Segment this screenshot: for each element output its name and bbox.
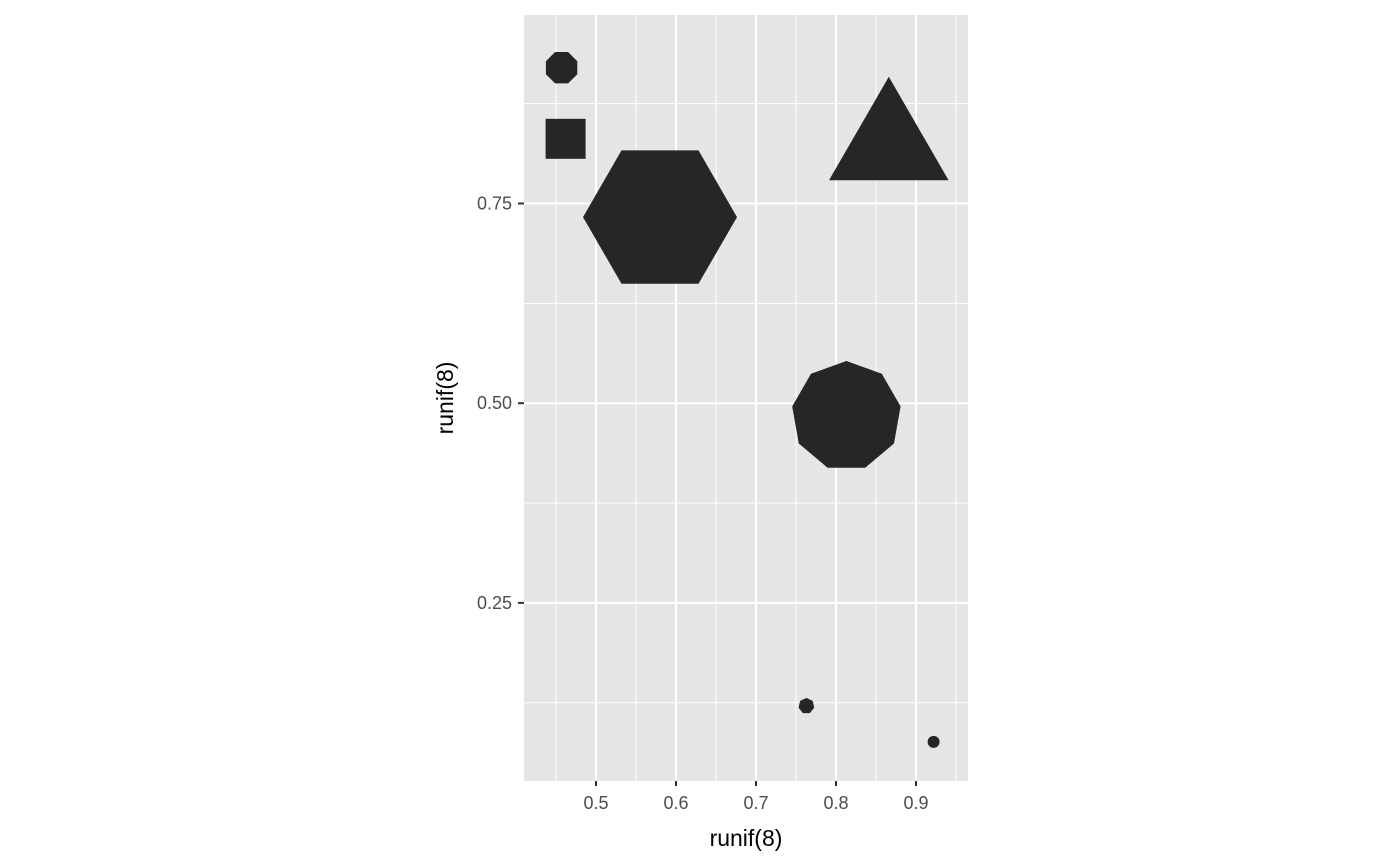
y-tick-label: 0.75 (477, 194, 512, 214)
x-tick-label: 0.5 (583, 793, 608, 813)
x-tick-label: 0.6 (663, 793, 688, 813)
point-heptagon (798, 697, 815, 714)
x-axis-title: runif(8) (710, 825, 783, 851)
y-axis: 0.25 0.50 0.75 (477, 194, 524, 613)
data-points (545, 52, 949, 748)
y-tick-label: 0.50 (477, 393, 512, 413)
point-triangle (829, 76, 949, 181)
x-axis: 0.5 0.6 0.7 0.8 0.9 (583, 781, 929, 813)
x-tick-label: 0.7 (743, 793, 768, 813)
x-tick-label: 0.8 (823, 793, 848, 813)
y-axis-title: runif(8) (432, 362, 458, 435)
point-hexagon (583, 150, 737, 284)
point-octagon (545, 52, 578, 84)
point-circle (927, 735, 940, 748)
x-tick-label: 0.9 (903, 793, 928, 813)
y-tick-label: 0.25 (477, 593, 512, 613)
point-square (545, 118, 586, 159)
point-nonagon (792, 361, 901, 468)
